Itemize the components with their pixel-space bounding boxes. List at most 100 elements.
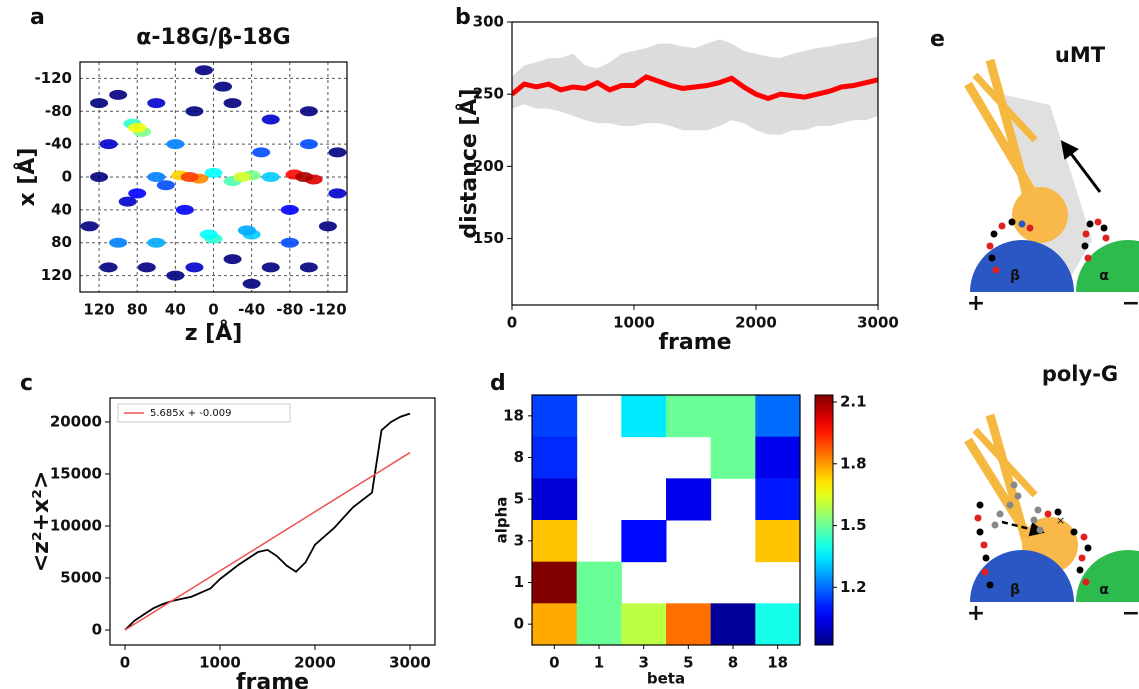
x-tick-label: 18 <box>767 654 788 672</box>
plot-area: 10⁰ 10¹ 10² frequency <box>80 52 411 301</box>
colorbar-tick-label: 10¹ <box>384 182 411 200</box>
polarity-label: + <box>967 291 985 316</box>
point <box>109 237 128 248</box>
x-tick-label: 3000 <box>389 654 431 672</box>
colorbar <box>362 52 377 292</box>
cell <box>576 561 622 604</box>
cell <box>532 478 578 521</box>
x-axis-label: z [Å] <box>185 320 243 346</box>
x-tick-label: 2000 <box>294 654 336 672</box>
point <box>295 172 314 182</box>
point <box>299 139 318 150</box>
point <box>233 172 252 182</box>
polarity-label: − <box>1122 601 1139 626</box>
y-tick-label: 18 <box>503 406 524 424</box>
point <box>128 122 147 133</box>
point <box>204 167 223 178</box>
alpha-tubulin <box>1076 240 1139 292</box>
point <box>261 262 280 273</box>
line <box>124 412 411 631</box>
y-tick-label: -120 <box>34 69 72 87</box>
y-tick-label: 10000 <box>50 516 102 534</box>
x-tick-label: 3000 <box>857 314 899 332</box>
panel-b: b 0 1000 2000 3000 150 200 250 300 frame distance … <box>455 5 899 355</box>
colorbar-tick-label: 10⁰ <box>384 283 411 301</box>
point <box>185 262 204 273</box>
cell <box>755 395 801 438</box>
x-tick-label: 8 <box>728 654 738 672</box>
plot-frame <box>79 61 348 293</box>
point <box>99 139 118 150</box>
cell <box>532 436 578 479</box>
subunit-label: α <box>1099 582 1109 598</box>
x-tick-label: 0 <box>120 654 130 672</box>
head <box>1012 187 1068 243</box>
y-axis-label: <z²+x²> <box>29 471 54 573</box>
point <box>166 139 185 150</box>
x-tick-label: 40 <box>165 301 186 319</box>
point <box>280 237 299 248</box>
y-tick-label: 300 <box>473 13 504 31</box>
panel-label: a <box>30 5 45 30</box>
subunit-label: β <box>1010 582 1020 598</box>
x-tick-label: 0 <box>507 314 517 332</box>
point <box>99 262 118 273</box>
cell <box>710 436 756 479</box>
panel-label: c <box>20 371 33 396</box>
y-tick-label: 1 <box>514 573 524 591</box>
diagram-title: uMT <box>1055 43 1106 67</box>
point <box>147 237 166 248</box>
colorbar-tick-label: 2.1 <box>840 393 867 411</box>
x-axis-label: frame <box>236 670 309 689</box>
point <box>261 114 280 125</box>
schematic-polyg: × poly-G β α + − <box>964 362 1139 626</box>
cell <box>710 603 756 646</box>
y-tick-label: 150 <box>473 229 504 247</box>
panel-d: d 1.2 1.5 1.8 2.1 0 1 3 5 8 18 18 8 5 3 1 0 beta alpha <box>490 371 867 688</box>
y-tick-label: 0 <box>514 615 524 633</box>
x-tick-label: -40 <box>238 301 265 319</box>
point <box>185 106 204 117</box>
y-tick-label: 5000 <box>60 568 102 586</box>
beta-tubulin <box>970 550 1074 602</box>
x-tick-label: 0 <box>208 301 218 319</box>
y-axis-label: distance [Å] <box>456 88 482 238</box>
point <box>328 188 347 199</box>
panel-label: d <box>490 371 506 396</box>
cell <box>621 395 667 438</box>
point <box>299 262 318 273</box>
x-tick-label: 0 <box>549 654 559 672</box>
point <box>156 180 175 191</box>
point <box>252 147 271 158</box>
x-tick-label: 3 <box>638 654 648 672</box>
y-tick-label: 20000 <box>50 412 102 430</box>
y-tick-label: -80 <box>45 102 72 120</box>
point <box>175 204 194 215</box>
stalk <box>972 72 1038 143</box>
line <box>124 451 411 631</box>
cell <box>532 561 578 604</box>
cross: × <box>1056 514 1065 527</box>
line <box>512 74 878 102</box>
x-tick-label: 120 <box>83 301 114 319</box>
stalk <box>972 427 1038 498</box>
polarity-label: − <box>1122 291 1139 316</box>
x-tick-label: 1000 <box>199 654 241 672</box>
cell <box>666 395 712 438</box>
cell <box>755 520 801 563</box>
point <box>118 196 137 207</box>
x-tick-label: 80 <box>127 301 148 319</box>
tail-beads <box>986 218 1110 274</box>
point <box>109 89 128 100</box>
x-tick-label: 5 <box>683 654 693 672</box>
y-tick-label: 40 <box>51 200 72 218</box>
y-axis-label: x [Å] <box>14 148 40 207</box>
y-tick-label: 120 <box>41 266 72 284</box>
y-tick-label: 0 <box>62 168 72 186</box>
y-tick-label: 0 <box>92 621 102 639</box>
y-tick-label: 15000 <box>50 464 102 482</box>
y-tick-label: 200 <box>473 157 504 175</box>
y-tick-label: -40 <box>45 135 72 153</box>
subunit-label: α <box>1099 268 1109 284</box>
